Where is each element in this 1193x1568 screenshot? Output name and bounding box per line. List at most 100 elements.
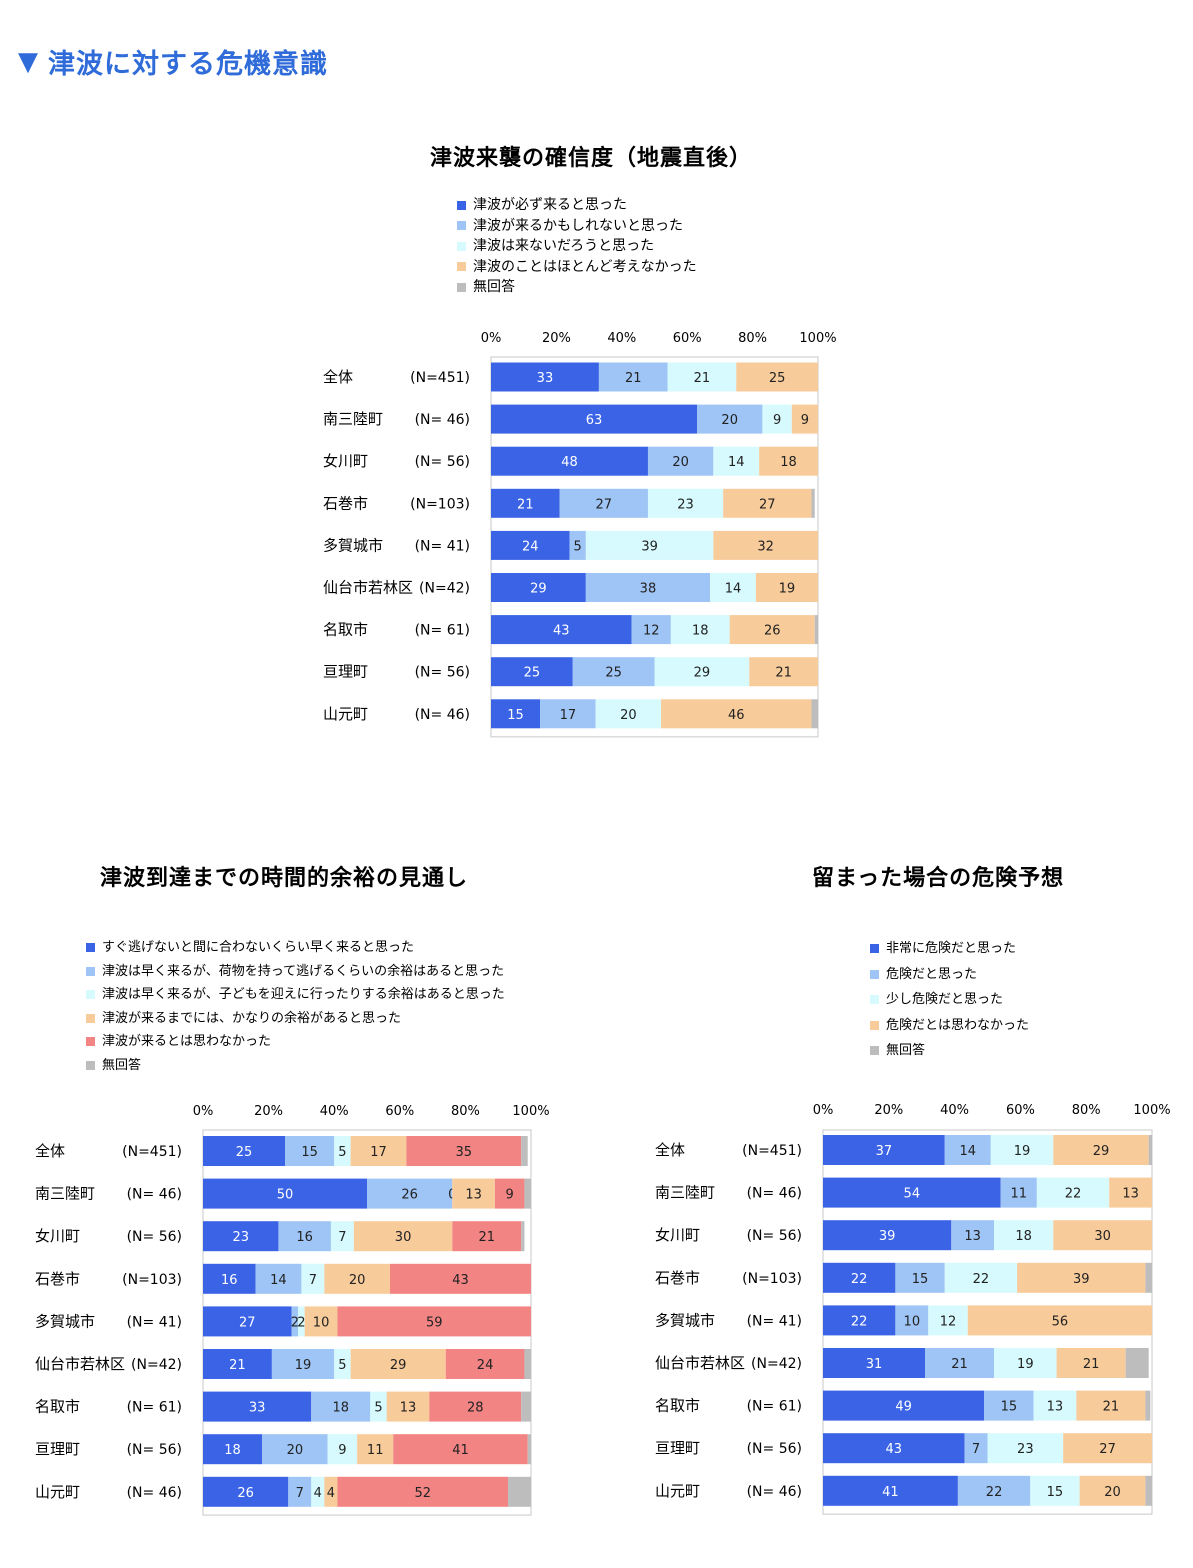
chart3-tick-label: 100% bbox=[1133, 1103, 1170, 1118]
chart1-bar-segment bbox=[759, 446, 818, 476]
chart2-data-label: 20 bbox=[349, 1273, 366, 1288]
chart2-bar-segment bbox=[334, 1136, 351, 1166]
chart3-data-label: 54 bbox=[904, 1187, 921, 1202]
chart2-bar-segment bbox=[521, 1391, 531, 1422]
chart3-data-label: 49 bbox=[895, 1400, 912, 1415]
legend-swatch bbox=[457, 200, 466, 210]
chart3-n-label: (N= 56) bbox=[747, 1228, 802, 1244]
chart3-bar-segment bbox=[823, 1220, 952, 1251]
chart2-bar-segment bbox=[524, 1349, 531, 1379]
chart1-bar-segment bbox=[559, 488, 648, 518]
chart3-bar-segment bbox=[1036, 1177, 1110, 1208]
chart2-bar-segment bbox=[311, 1476, 325, 1507]
chart2-category-label: 女川町 bbox=[35, 1227, 80, 1245]
chart3-n-label: (N=451) bbox=[742, 1143, 802, 1159]
chart2-data-label: 14 bbox=[270, 1273, 287, 1288]
chart2-legend-item: 津波は早く来るが、荷物を持って逃げるくらいの余裕はあると思った bbox=[86, 960, 505, 984]
chart1-data-label: 38 bbox=[640, 582, 657, 597]
chart2-bar-segment bbox=[203, 1136, 285, 1166]
legend-label: 津波が必ず来ると思った bbox=[473, 197, 627, 213]
chart1-bar-segment bbox=[491, 699, 541, 729]
chart3-bar-segment bbox=[944, 1135, 991, 1165]
chart2-data-label: 7 bbox=[296, 1486, 304, 1501]
chart3-legend-item: 危険だと思った bbox=[870, 962, 1029, 988]
chart1-data-label: 23 bbox=[677, 497, 694, 512]
chart2-legend-item: 津波が来るまでには、かなりの余裕があると思った bbox=[86, 1007, 505, 1031]
chart1-bar-segment bbox=[647, 488, 724, 518]
chart2-bar-segment bbox=[350, 1349, 446, 1379]
chart2-bar-segment bbox=[452, 1178, 495, 1209]
chart2-n-label: (N=451) bbox=[122, 1144, 182, 1160]
chart3-data-label: 41 bbox=[882, 1485, 899, 1500]
chart3-bar-segment bbox=[1056, 1348, 1126, 1378]
chart1-data-label: 9 bbox=[773, 413, 781, 428]
chart1-n-label: (N= 61) bbox=[415, 623, 470, 639]
chart2-category-label: 石巻市 bbox=[35, 1270, 80, 1288]
chart1-bar-segment bbox=[736, 362, 818, 392]
chart2-data-label: 21 bbox=[478, 1230, 495, 1245]
chart1-bar-segment bbox=[755, 573, 818, 602]
chart2-category-label: 亘理町 bbox=[35, 1440, 80, 1458]
chart1-data-label: 32 bbox=[757, 539, 774, 554]
chart1-data-label: 43 bbox=[553, 624, 570, 639]
chart2-data-label: 16 bbox=[296, 1230, 313, 1245]
chart1-tick-label: 40% bbox=[607, 331, 636, 346]
chart1-category-label: 全体 bbox=[323, 368, 353, 386]
chart1-category-label: 南三陸町 bbox=[323, 410, 383, 428]
chart3-data-label: 18 bbox=[1015, 1229, 1032, 1244]
chart2-bar-segment bbox=[301, 1263, 325, 1294]
chart2-bar-segment bbox=[527, 1434, 531, 1465]
chart3-data-label: 15 bbox=[1001, 1400, 1018, 1415]
chart3-data-label: 29 bbox=[1093, 1144, 1110, 1159]
chart2-data-label: 9 bbox=[506, 1188, 514, 1203]
chart3-category-label: 名取市 bbox=[655, 1397, 700, 1415]
chart1-data-label: 20 bbox=[672, 455, 689, 470]
chart2-n-label: (N= 46) bbox=[127, 1485, 182, 1501]
chart1-bar-segment bbox=[491, 362, 599, 392]
chart1-legend-item: 津波のことはほとんど考えなかった bbox=[457, 257, 697, 278]
chart1-bar-segment bbox=[491, 615, 632, 645]
chart3-bar-segment bbox=[1063, 1433, 1152, 1464]
chart2-bar-segment bbox=[337, 1476, 509, 1507]
chart3-data-label: 13 bbox=[1047, 1400, 1064, 1415]
chart2-bar-segment bbox=[357, 1434, 394, 1465]
chart1-bar-segment bbox=[729, 615, 815, 645]
chart1-bar-segment bbox=[491, 657, 573, 687]
page-heading: ▼ 津波に対する危機意識 bbox=[18, 42, 328, 81]
chart3-data-label: 21 bbox=[1103, 1400, 1120, 1415]
chart3-bar-segment bbox=[944, 1262, 1018, 1293]
chart3-bar-segment bbox=[1148, 1135, 1152, 1165]
chart3-data-label: 43 bbox=[885, 1442, 902, 1457]
chart3-data-label: 31 bbox=[866, 1357, 883, 1372]
chart2-n-label: (N=103) bbox=[122, 1272, 182, 1288]
chart1-bar-segment bbox=[749, 657, 818, 687]
chart1-legend-item: 無回答 bbox=[457, 277, 697, 298]
chart1-data-label: 19 bbox=[779, 582, 796, 597]
legend-swatch bbox=[86, 1060, 95, 1070]
chart2-tick-label: 80% bbox=[451, 1104, 480, 1119]
chart3-n-label: (N=103) bbox=[742, 1271, 802, 1287]
legend-swatch bbox=[457, 282, 466, 292]
legend-swatch bbox=[870, 1046, 879, 1056]
chart2-bar-segment bbox=[389, 1263, 531, 1294]
chart3-tick-label: 80% bbox=[1072, 1103, 1101, 1118]
chart3-n-label: (N= 46) bbox=[747, 1186, 802, 1202]
chart3-bar-segment bbox=[1000, 1177, 1037, 1208]
chart2-data-label: 10 bbox=[313, 1315, 330, 1330]
chart2-data-label: 2 bbox=[291, 1315, 299, 1330]
chart2-data-label: 28 bbox=[467, 1401, 484, 1416]
chart1-bar-segment bbox=[491, 446, 648, 476]
chart2-data-label: 2 bbox=[297, 1315, 305, 1330]
chart1-legend-item: 津波が必ず来ると思った bbox=[457, 195, 697, 216]
chart3-legend-item: 少し危険だと思った bbox=[870, 987, 1029, 1013]
chart2-data-label: 29 bbox=[390, 1358, 407, 1373]
chart3-bar-segment bbox=[967, 1305, 1152, 1336]
chart2-tick-label: 20% bbox=[254, 1104, 283, 1119]
legend-label: 津波のことはほとんど考えなかった bbox=[473, 258, 697, 275]
chart2-bar-segment bbox=[327, 1434, 358, 1465]
chart1-data-label: 18 bbox=[692, 624, 709, 639]
chart3-bar-segment bbox=[1079, 1475, 1146, 1506]
chart1-bar-segment bbox=[713, 446, 760, 476]
chart2-category-label: 山元町 bbox=[35, 1483, 80, 1501]
chart2-bar-segment bbox=[367, 1178, 453, 1209]
